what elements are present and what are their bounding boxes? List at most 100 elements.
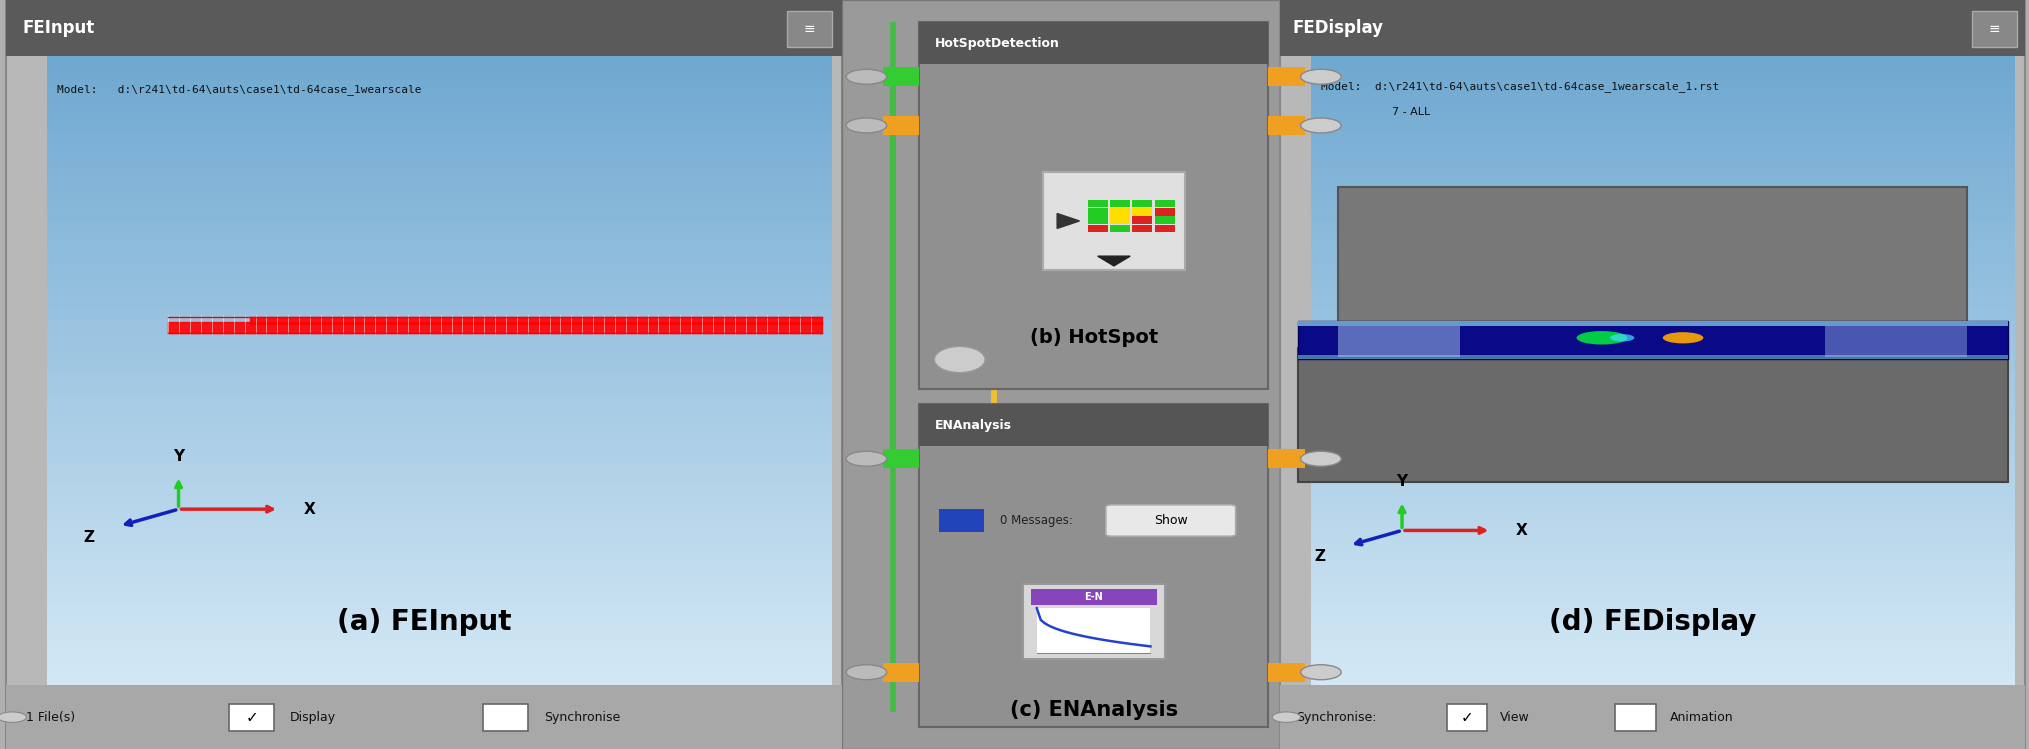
Circle shape (1301, 70, 1341, 85)
Text: (c) ENAnalysis: (c) ENAnalysis (1010, 700, 1177, 720)
Text: ≡: ≡ (1988, 22, 2001, 36)
Bar (6, 0, 842, 749)
Bar (1043, 172, 1185, 270)
Bar (1088, 216, 1108, 224)
Bar (919, 404, 1268, 446)
FancyBboxPatch shape (1106, 505, 1236, 536)
Bar (919, 22, 1268, 389)
Bar (939, 509, 984, 532)
Bar (1155, 200, 1175, 207)
Text: Y: Y (172, 449, 185, 464)
Bar (1268, 116, 1305, 135)
Bar (1110, 208, 1130, 216)
Text: ENAnalysis: ENAnalysis (935, 419, 1012, 431)
Bar (883, 116, 919, 135)
Text: (d) FEDisplay: (d) FEDisplay (1548, 607, 1757, 636)
Bar (1031, 589, 1157, 605)
Bar (1132, 208, 1152, 216)
Bar (1299, 321, 2009, 359)
Text: X: X (304, 502, 314, 517)
Ellipse shape (1611, 334, 1635, 342)
Text: Y: Y (1396, 474, 1408, 489)
Circle shape (1301, 118, 1341, 133)
Bar (1299, 321, 2009, 326)
Text: 0 Messages:: 0 Messages: (1000, 514, 1073, 527)
Bar (1826, 326, 1968, 357)
Text: X: X (1516, 523, 1528, 538)
Ellipse shape (1664, 333, 1704, 343)
Ellipse shape (1577, 331, 1627, 345)
Bar (1132, 225, 1152, 232)
Bar (1132, 200, 1152, 207)
Bar (1268, 663, 1305, 682)
Bar (1037, 608, 1150, 653)
Text: Z: Z (1315, 549, 1325, 564)
Bar (883, 449, 919, 468)
Bar (1110, 200, 1130, 207)
Text: 1 File(s): 1 File(s) (26, 711, 75, 724)
Bar (1615, 704, 1656, 731)
Circle shape (1272, 712, 1301, 722)
Bar (1132, 216, 1152, 224)
Bar (1155, 216, 1175, 224)
Bar (483, 704, 528, 731)
Bar (1110, 225, 1130, 232)
Text: ✓: ✓ (1461, 709, 1473, 725)
Bar (1280, 0, 2025, 56)
Bar (1155, 208, 1175, 216)
Bar (919, 22, 1268, 64)
Text: ≡: ≡ (803, 22, 816, 36)
Bar (1088, 200, 1108, 207)
Text: 7 - ALL: 7 - ALL (1392, 107, 1430, 118)
Bar (1299, 355, 2009, 359)
Bar (1268, 67, 1305, 86)
Text: Model:  d:\r241\td-64\auts\case1\td-64case_1wearscale_1.rst: Model: d:\r241\td-64\auts\case1\td-64cas… (1321, 81, 1719, 91)
Bar (6, 0, 842, 56)
Bar (1110, 216, 1130, 224)
Circle shape (846, 451, 887, 466)
Text: Model:   d:\r241\td-64\auts\case1\td-64case_1wearscale: Model: d:\r241\td-64\auts\case1\td-64cas… (57, 85, 422, 95)
Bar (1972, 11, 2017, 47)
Text: (a) FEInput: (a) FEInput (337, 607, 511, 636)
Circle shape (846, 118, 887, 133)
Polygon shape (1057, 213, 1079, 228)
Bar (1339, 326, 1461, 357)
Text: (b) HotSpot: (b) HotSpot (1029, 327, 1159, 347)
Text: Show: Show (1155, 514, 1187, 527)
Circle shape (846, 70, 887, 85)
Bar (883, 663, 919, 682)
Bar (787, 11, 832, 47)
Text: FEDisplay: FEDisplay (1292, 19, 1384, 37)
Bar (1088, 225, 1108, 232)
Bar (1155, 225, 1175, 232)
Text: Z: Z (83, 530, 95, 545)
Bar (842, 0, 1288, 749)
Bar (1447, 704, 1487, 731)
Text: Synchronise: Synchronise (544, 711, 621, 724)
Text: E-N: E-N (1083, 592, 1104, 602)
Text: Synchronise:: Synchronise: (1297, 711, 1378, 724)
Circle shape (1301, 665, 1341, 680)
Text: HotSpotDetection: HotSpotDetection (935, 37, 1061, 49)
Ellipse shape (935, 346, 986, 373)
Circle shape (846, 665, 887, 680)
Bar (1299, 348, 2009, 482)
Text: FEInput: FEInput (22, 19, 95, 37)
Polygon shape (1098, 256, 1130, 266)
Circle shape (0, 712, 26, 722)
Text: Display: Display (290, 711, 337, 724)
Bar (883, 67, 919, 86)
Text: Animation: Animation (1670, 711, 1733, 724)
Text: ✓: ✓ (246, 709, 258, 725)
Bar (1280, 0, 2025, 749)
Bar (1339, 187, 1968, 333)
Bar (1280, 685, 2025, 749)
Bar (1023, 584, 1165, 659)
Bar (1088, 208, 1108, 216)
Bar (919, 404, 1268, 727)
Text: View: View (1499, 711, 1530, 724)
Bar (1268, 449, 1305, 468)
Bar (229, 704, 274, 731)
Circle shape (1301, 451, 1341, 466)
Bar (6, 685, 842, 749)
